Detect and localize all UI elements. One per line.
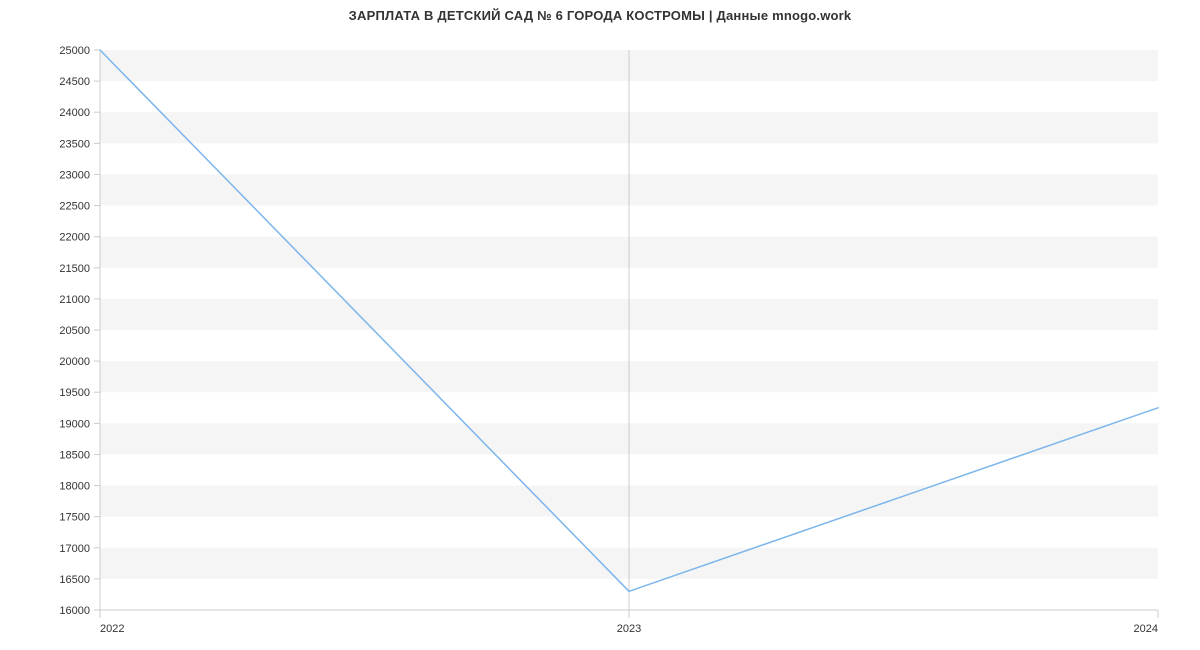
y-tick-label: 16000 bbox=[59, 605, 90, 617]
y-tick-label: 20000 bbox=[59, 356, 90, 368]
y-tick-label: 22000 bbox=[59, 232, 90, 244]
y-tick-label: 18500 bbox=[59, 449, 90, 461]
y-tick-label: 19500 bbox=[59, 387, 90, 399]
y-tick-label: 19000 bbox=[59, 418, 90, 430]
y-tick-label: 23000 bbox=[59, 169, 90, 181]
x-tick-label: 2023 bbox=[617, 623, 641, 635]
chart-svg: 16000 16500 17000 17500 18000 18500 19000 19500… bbox=[0, 0, 1200, 650]
y-tick-label: 23500 bbox=[59, 138, 90, 150]
y-tick-label: 25000 bbox=[59, 45, 90, 57]
y-tick-label: 18000 bbox=[59, 481, 90, 493]
y-tick-label: 22500 bbox=[59, 201, 90, 213]
y-tick-label: 21500 bbox=[59, 263, 90, 275]
x-tick-label: 2024 bbox=[1134, 623, 1158, 635]
y-tick-label: 16500 bbox=[59, 574, 90, 586]
y-tick-label: 17500 bbox=[59, 512, 90, 524]
y-tick-label: 21000 bbox=[59, 294, 90, 306]
y-tick-label: 24500 bbox=[59, 76, 90, 88]
chart-title: ЗАРПЛАТА В ДЕТСКИЙ САД № 6 ГОРОДА КОСТРО… bbox=[0, 8, 1200, 23]
y-tick-label: 24000 bbox=[59, 107, 90, 119]
y-tick-label: 20500 bbox=[59, 325, 90, 337]
y-tick-label: 17000 bbox=[59, 543, 90, 555]
x-tick-label: 2022 bbox=[100, 623, 124, 635]
salary-line-chart: ЗАРПЛАТА В ДЕТСКИЙ САД № 6 ГОРОДА КОСТРО… bbox=[0, 0, 1200, 650]
